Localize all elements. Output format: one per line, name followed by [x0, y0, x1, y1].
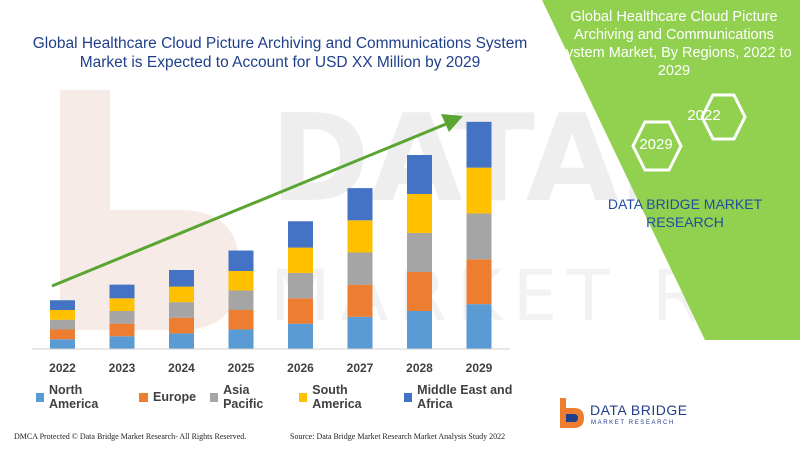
bar-2024-series-2 [169, 302, 194, 318]
side-panel-background [542, 0, 800, 340]
bar-2025-series-0 [228, 329, 254, 349]
x-tick-labels: 2022 2023 2024 2025 2026 2027 2028 2029 [49, 361, 493, 375]
hexagon-label-2022: 2022 [687, 107, 721, 124]
x-tick-label-2028: 2028 [406, 361, 433, 375]
bar-2026-series-3 [288, 247, 313, 273]
bar-2028-series-0 [407, 310, 432, 349]
bar-2028-series-4 [407, 154, 432, 194]
bars-layer [50, 121, 492, 349]
x-tick-label-2029: 2029 [466, 361, 493, 375]
x-tick-label-2024: 2024 [168, 361, 195, 375]
x-tick-label-2025: 2025 [228, 361, 255, 375]
legend-item-2: Asia Pacific [210, 383, 285, 411]
legend-label: Europe [153, 390, 197, 404]
bar-2022-series-4 [50, 300, 75, 310]
logo-name: DATA BRIDGE [590, 402, 688, 418]
bar-2029-series-2 [466, 213, 492, 260]
bar-2023-series-3 [109, 298, 135, 311]
legend-item-3: South America [299, 383, 390, 411]
x-tick-label-2023: 2023 [109, 361, 136, 375]
logo-icon [560, 398, 584, 428]
bar-2027-series-4 [347, 188, 373, 221]
bar-2029-series-4 [466, 121, 492, 168]
chart-title: Global Healthcare Cloud Picture Archivin… [32, 35, 528, 71]
hexagon-2029 [631, 120, 683, 172]
footer-copyright: DMCA Protected © Data Bridge Market Rese… [14, 432, 247, 441]
legend-swatch [36, 392, 44, 402]
legend-label: South America [312, 383, 362, 411]
hexagon-label-2029: 2029 [639, 136, 673, 153]
bar-2028-series-2 [407, 232, 432, 272]
bar-2027-series-1 [347, 284, 373, 317]
chart: 2022 2023 2024 2025 2026 2027 2028 2029 [32, 114, 510, 375]
bar-2029-series-3 [466, 167, 492, 214]
legend-item-4: Middle East and Africa [404, 383, 536, 411]
bar-2023-series-0 [109, 336, 135, 349]
bar-2022-series-0 [50, 339, 75, 349]
bar-2023-series-1 [109, 323, 135, 337]
bar-2025-series-4 [228, 250, 254, 271]
bar-2024-series-4 [169, 270, 194, 287]
legend-item-1: Europe [139, 390, 196, 404]
bar-2023-series-2 [109, 310, 135, 324]
x-tick-label-2026: 2026 [287, 361, 314, 375]
logo-subtitle: MARKET RESEARCH [591, 420, 675, 426]
x-tick-label-2022: 2022 [49, 361, 76, 375]
legend-swatch [210, 392, 219, 402]
bar-2025-series-3 [228, 271, 254, 291]
bar-2024-series-3 [169, 286, 194, 303]
bar-2027-series-0 [347, 316, 373, 349]
bar-2024-series-0 [169, 333, 194, 349]
bar-2029-series-0 [466, 304, 492, 349]
legend-label: North America [48, 383, 99, 411]
x-tick-label-2027: 2027 [347, 361, 374, 375]
bar-2026-series-0 [288, 323, 313, 349]
bar-2026-series-1 [288, 298, 313, 324]
legend-swatch [299, 392, 308, 402]
trend-arrow-line [51, 122, 447, 288]
legend-label: Asia Pacific [223, 383, 264, 411]
bar-2028-series-3 [407, 193, 432, 233]
bar-2022-series-3 [50, 310, 75, 320]
footer-source: Source: Data Bridge Market Research Mark… [290, 432, 506, 441]
hexagon-2022 [700, 93, 747, 141]
bar-2022-series-1 [50, 329, 75, 340]
legend-item-0: North America [36, 383, 125, 411]
legend: North America Europe Asia Pacific South Ame… [36, 383, 536, 411]
legend-swatch [404, 392, 413, 402]
side-panel-brand: DATA BRIDGE MARKET RESEARCH [607, 196, 763, 230]
bar-2029-series-1 [466, 259, 492, 305]
bar-2023-series-4 [109, 284, 135, 299]
side-panel-title: Global Healthcare Cloud Picture Archivin… [556, 9, 792, 79]
bar-2028-series-1 [407, 271, 432, 311]
legend-swatch [139, 392, 149, 402]
bar-2026-series-4 [288, 221, 313, 248]
bar-2024-series-1 [169, 317, 194, 334]
bar-2025-series-2 [228, 290, 254, 310]
bar-2027-series-2 [347, 252, 373, 285]
bar-2026-series-2 [288, 272, 313, 299]
bar-2027-series-3 [347, 220, 373, 253]
trend-arrow [51, 114, 463, 288]
bar-2022-series-2 [50, 319, 75, 330]
bar-2025-series-1 [228, 310, 254, 330]
trend-arrow-head [441, 114, 463, 132]
legend-label: Middle East and Africa [417, 383, 513, 411]
